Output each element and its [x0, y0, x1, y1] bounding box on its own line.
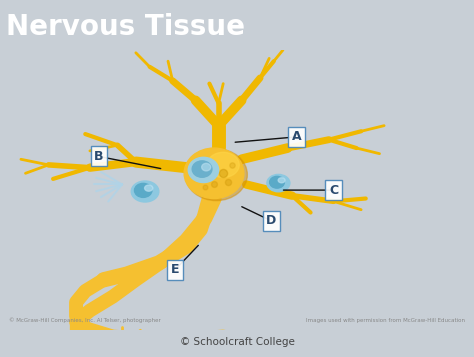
- Ellipse shape: [270, 176, 284, 188]
- Point: [224, 179, 232, 185]
- Ellipse shape: [145, 185, 153, 191]
- Ellipse shape: [185, 149, 247, 201]
- Text: © Schoolcraft College: © Schoolcraft College: [180, 337, 294, 347]
- Text: D: D: [266, 215, 277, 227]
- Ellipse shape: [207, 152, 239, 177]
- Point: [206, 162, 213, 168]
- Ellipse shape: [201, 164, 211, 171]
- Text: Images used with permission from McGraw-Hill Education: Images used with permission from McGraw-…: [306, 318, 465, 323]
- Ellipse shape: [135, 183, 152, 197]
- Ellipse shape: [278, 178, 285, 183]
- Point: [201, 185, 209, 190]
- Ellipse shape: [131, 181, 159, 202]
- Point: [219, 170, 227, 176]
- Text: A: A: [292, 130, 301, 144]
- Ellipse shape: [192, 161, 212, 177]
- Text: C: C: [329, 183, 338, 197]
- Ellipse shape: [184, 148, 244, 198]
- Ellipse shape: [267, 175, 290, 192]
- Point: [228, 162, 236, 168]
- Text: © McGraw-Hill Companies, Inc. Al Telser, photographer: © McGraw-Hill Companies, Inc. Al Telser,…: [9, 318, 161, 323]
- Ellipse shape: [188, 157, 219, 182]
- Text: E: E: [171, 263, 179, 276]
- Text: B: B: [94, 150, 104, 163]
- Text: Nervous Tissue: Nervous Tissue: [6, 13, 245, 41]
- Point: [210, 182, 218, 187]
- Point: [196, 173, 204, 179]
